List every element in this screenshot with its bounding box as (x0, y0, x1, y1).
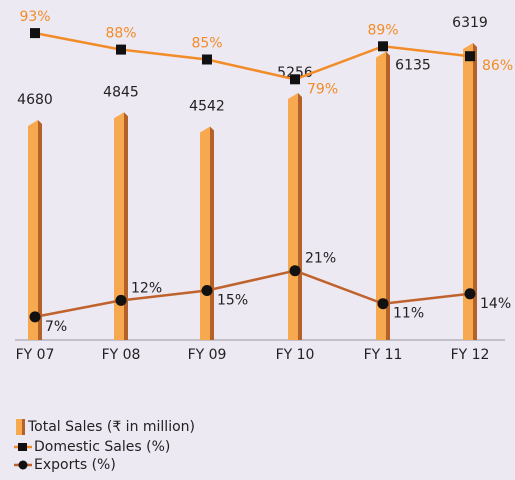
bar (200, 126, 214, 340)
marker (202, 54, 212, 65)
legend-swatch (22, 419, 25, 435)
marker (465, 51, 475, 62)
bar (28, 120, 42, 340)
value-label: 11% (393, 306, 424, 322)
x-tick-label: FY 07 (16, 347, 55, 363)
marker (289, 265, 301, 277)
bar (463, 43, 477, 341)
bar-face (38, 120, 42, 340)
value-label: 12% (131, 280, 162, 296)
bar (376, 51, 390, 340)
marker (30, 28, 40, 39)
bar-value-label: 4845 (103, 84, 139, 100)
marker (290, 74, 300, 85)
legend-label: Exports (%) (34, 457, 116, 473)
legend-swatch (16, 419, 24, 435)
bar-face (463, 43, 473, 341)
bar-face (473, 43, 477, 341)
legend-swatch (18, 443, 27, 451)
bar-face (288, 92, 298, 340)
bar-face (124, 112, 128, 340)
marker (116, 44, 126, 55)
value-label: 89% (367, 22, 398, 38)
x-tick-label: FY 10 (276, 347, 315, 363)
x-tick-label: FY 12 (451, 347, 490, 363)
bar-face (28, 120, 38, 340)
value-label: 79% (307, 81, 338, 97)
value-label: 85% (191, 36, 222, 52)
marker (115, 294, 127, 306)
bar-face (114, 112, 124, 340)
bar-face (376, 51, 386, 340)
bar-face (298, 92, 302, 340)
legend-label: Domestic Sales (%) (34, 439, 170, 455)
value-label: 7% (45, 319, 67, 335)
value-label: 86% (482, 58, 513, 74)
line (34, 269, 471, 319)
bar-value-label: 4680 (17, 92, 53, 108)
bar (288, 92, 302, 340)
value-label: 93% (19, 9, 50, 25)
legend-swatch (18, 460, 28, 470)
marker (29, 311, 41, 323)
x-tick-label: FY 11 (364, 347, 403, 363)
legend-label: Total Sales (₹ in million) (27, 419, 195, 435)
x-tick-label: FY 09 (188, 347, 227, 363)
value-label: 88% (105, 26, 136, 42)
bar-face (386, 51, 390, 340)
bar-value-label: 6319 (452, 15, 488, 31)
value-label: 14% (480, 296, 511, 312)
bar-face (200, 126, 210, 340)
bar-value-label: 6135 (395, 58, 431, 74)
x-tick-label: FY 08 (102, 347, 141, 363)
marker (377, 298, 389, 310)
value-label: 15% (217, 293, 248, 309)
bar-value-label: 4542 (189, 99, 225, 115)
bar-face (210, 126, 214, 340)
marker (378, 41, 388, 52)
marker (464, 288, 476, 300)
bar (114, 112, 128, 340)
line (34, 31, 471, 81)
marker (201, 285, 213, 296)
value-label: 21% (305, 251, 336, 267)
